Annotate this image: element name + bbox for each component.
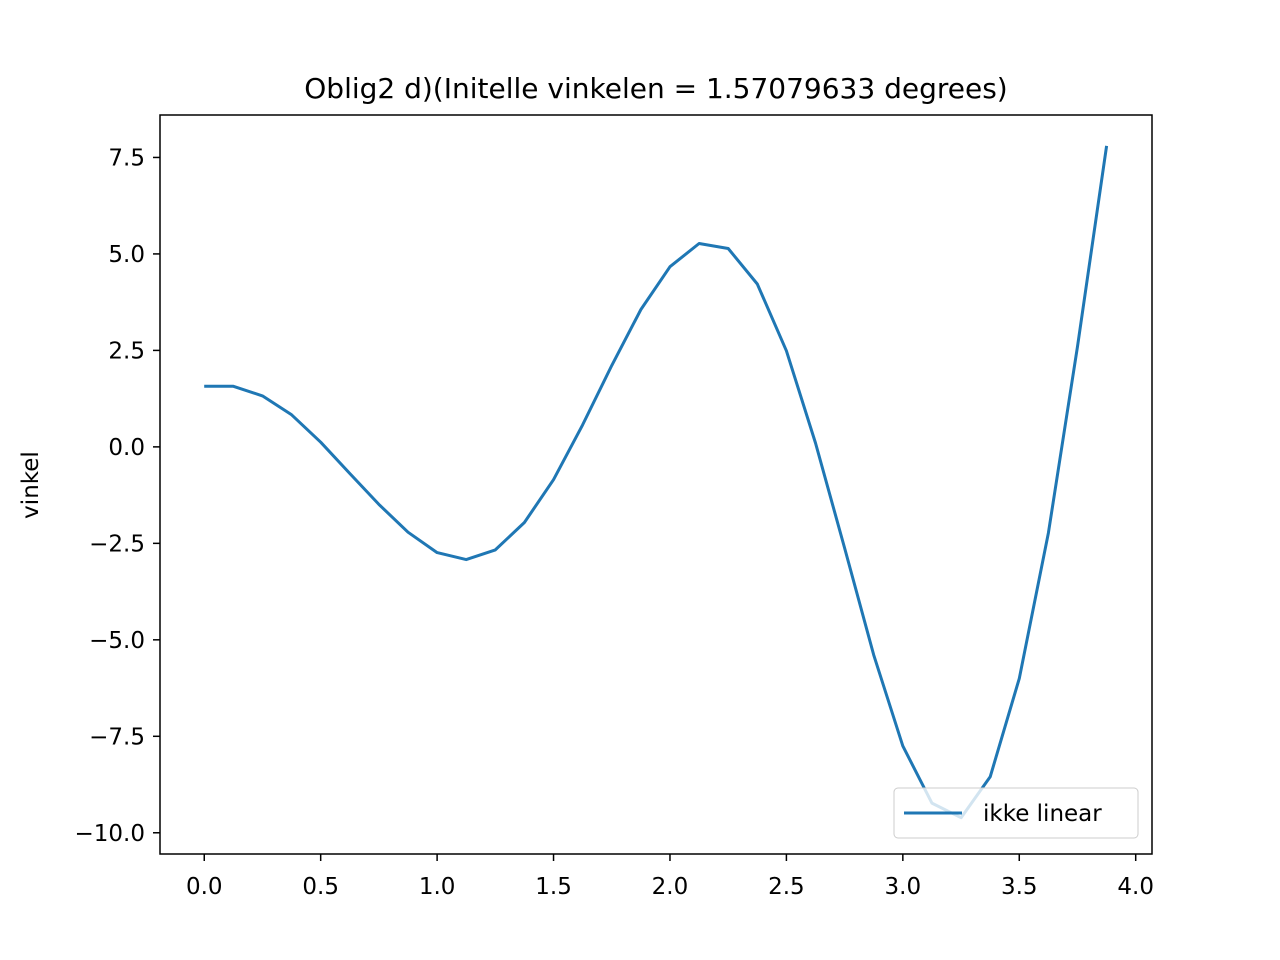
y-tick-label: 7.5 [108, 145, 145, 171]
y-tick-label: 2.5 [108, 338, 145, 364]
plot-area: 0.0 0.5 1.0 1.5 2.0 2.5 3.0 3.5 4.0 7.5 5.0 2.5 0.0 −… [75, 114, 1154, 900]
y-axis-label: vinkel [18, 451, 44, 519]
y-tick-label: −2.5 [89, 531, 145, 557]
chart-title: Oblig2 d)(Initelle vinkelen = 1.57079633… [304, 72, 1007, 105]
x-tick-label: 0.5 [302, 874, 339, 900]
x-tick-label: 4.0 [1117, 874, 1154, 900]
y-tick-label: −10.0 [75, 821, 145, 847]
y-tick-label: −5.0 [89, 628, 145, 654]
x-tick-label: 0.0 [186, 874, 223, 900]
x-tick-label: 1.5 [535, 874, 572, 900]
x-tick-label: 2.0 [652, 874, 689, 900]
y-tick-label: 5.0 [108, 242, 145, 268]
x-tick-label: 2.5 [768, 874, 805, 900]
legend: ikke linear [893, 787, 1139, 839]
legend-box [893, 787, 1139, 839]
x-tick-label: 3.5 [1001, 874, 1038, 900]
y-tick-label: 0.0 [108, 435, 145, 461]
x-tick-label: 3.0 [885, 874, 922, 900]
y-tick-label: −7.5 [89, 724, 145, 750]
legend-label-ikke-linear: ikke linear [983, 801, 1102, 827]
x-tick-label: 1.0 [419, 874, 456, 900]
axes-frame [159, 114, 1153, 855]
